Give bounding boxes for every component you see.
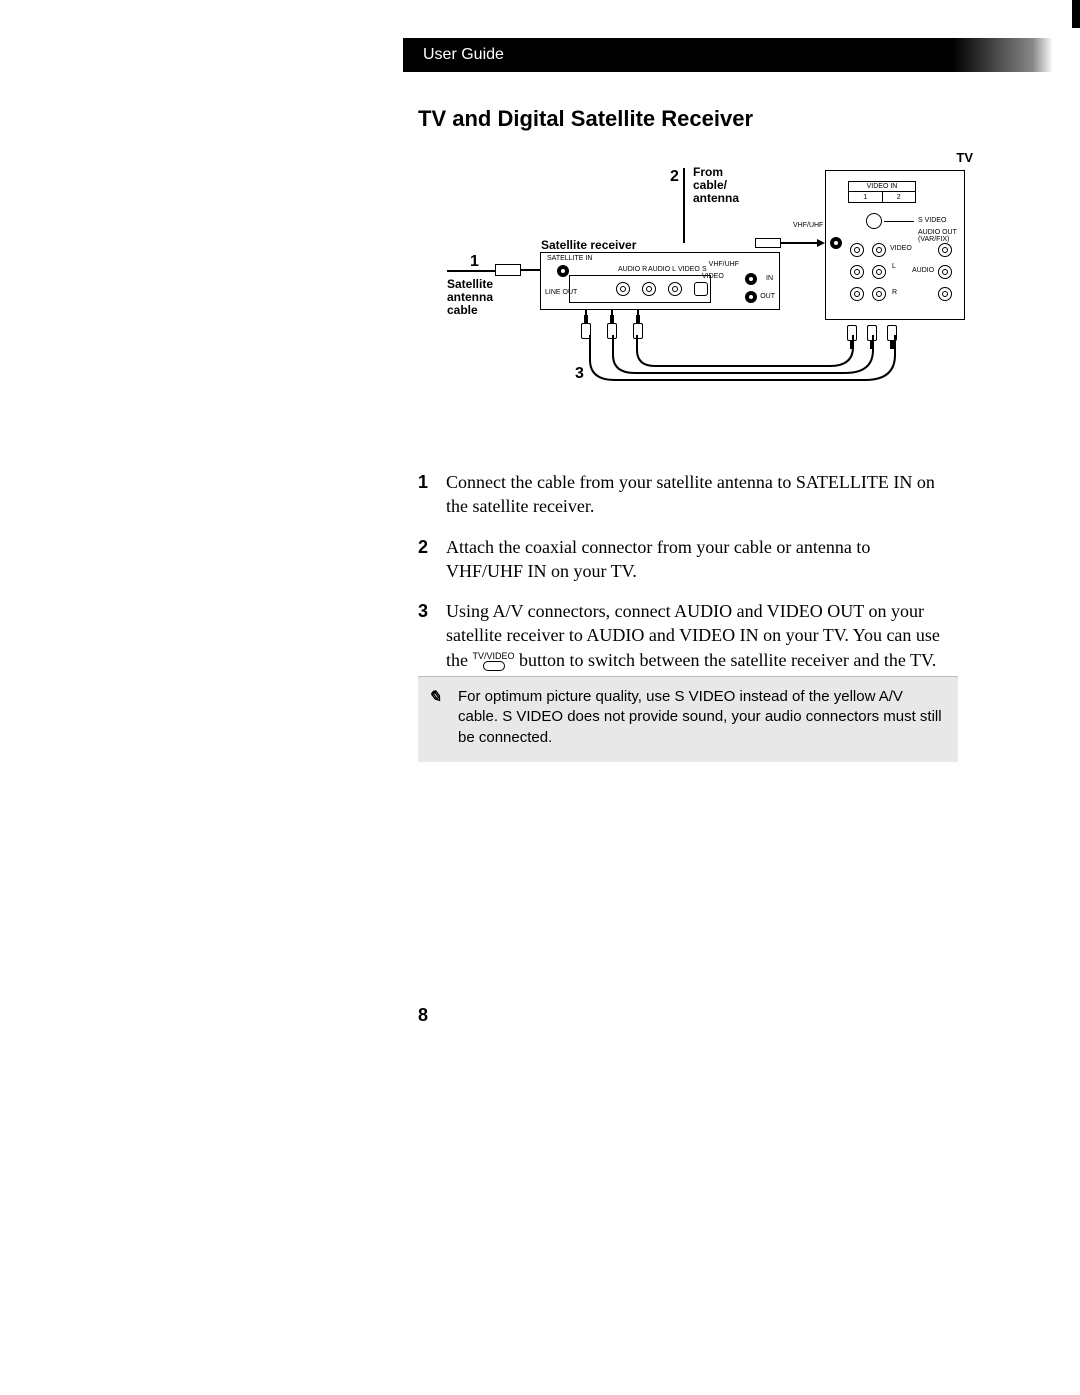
diagram-from-label: From cable/ antenna xyxy=(693,166,739,206)
note-icon: ✎ xyxy=(428,687,441,709)
rx-out-label: OUT xyxy=(760,293,775,300)
satellite-in-jack xyxy=(557,265,569,277)
rx-vhf-in-jack xyxy=(745,273,757,285)
step-text: Using A/V connectors, connect AUDIO and … xyxy=(446,599,948,672)
tv-video-button-icon: TV/VIDEO xyxy=(473,652,515,671)
tv-jack xyxy=(938,287,952,301)
coax-connector-icon xyxy=(755,238,781,248)
page-number: 8 xyxy=(418,1005,428,1026)
line-out-panel: AUDIO R AUDIO L VIDEO S VIDEO xyxy=(569,275,711,303)
sat-rx-label: Satellite receiver xyxy=(541,238,636,252)
scan-edge-mark xyxy=(1072,0,1080,28)
step-text: Attach the coaxial connector from your c… xyxy=(446,535,948,584)
sat-antenna-cable-label: Satellite antenna cable xyxy=(447,278,493,318)
connection-diagram: TV 2 From cable/ antenna VHF/UHF Satelli… xyxy=(435,150,975,410)
tv-l-label: L xyxy=(892,263,896,270)
tv-svideo-label: S VIDEO xyxy=(918,217,946,224)
tv-jack xyxy=(850,243,864,257)
tv-video-button-label: TV/VIDEO xyxy=(473,651,515,661)
tv-jack xyxy=(872,265,886,279)
satellite-in-label: SATELLITE IN xyxy=(547,255,592,262)
tv-svideo-jack xyxy=(866,213,882,229)
audio-r-label: AUDIO R xyxy=(618,266,647,273)
audio-l-jack xyxy=(642,282,656,296)
tv-vhf-uhf-label: VHF/UHF xyxy=(793,222,823,229)
cable-line xyxy=(637,310,639,316)
tv-jack xyxy=(872,243,886,257)
tv-video-label: VIDEO xyxy=(890,245,912,252)
tv-jack xyxy=(850,265,864,279)
cable-line xyxy=(585,310,587,316)
audio-l-label: AUDIO L xyxy=(648,266,676,273)
instruction-steps: 1 Connect the cable from your satellite … xyxy=(418,470,948,688)
step-3-text-b: button to switch between the satellite r… xyxy=(515,650,937,670)
tv-video-in-2: 2 xyxy=(883,192,916,203)
arrow-icon xyxy=(817,239,825,247)
video-jack xyxy=(668,282,682,296)
rx-vhf-out-jack xyxy=(745,291,757,303)
tv-video-in-1: 1 xyxy=(849,192,883,203)
svideo-label: S VIDEO xyxy=(702,266,724,280)
diagram-tv-label: TV xyxy=(956,150,973,165)
satellite-receiver-box: SATELLITE IN LINE OUT AUDIO R AUDIO L VI… xyxy=(540,252,780,310)
cable-line xyxy=(611,310,613,316)
step-text: Connect the cable from your satellite an… xyxy=(446,470,948,519)
header-fade xyxy=(953,38,1053,72)
tv-audio-out-label: AUDIO OUT (VAR/FIX) xyxy=(918,229,957,243)
note-box: ✎ For optimum picture quality, use S VID… xyxy=(418,676,958,762)
note-text: For optimum picture quality, use S VIDEO… xyxy=(458,688,942,746)
tv-jack xyxy=(850,287,864,301)
page: User Guide TV and Digital Satellite Rece… xyxy=(0,0,1080,1395)
header-label: User Guide xyxy=(423,46,504,63)
header-bar: User Guide xyxy=(403,38,1053,72)
tv-jack xyxy=(938,243,952,257)
tv-jack xyxy=(872,287,886,301)
page-title: TV and Digital Satellite Receiver xyxy=(418,106,753,132)
step-number: 2 xyxy=(418,535,446,584)
step-1: 1 Connect the cable from your satellite … xyxy=(418,470,948,519)
diagram-callout-2: 2 xyxy=(670,168,679,186)
step-2: 2 Attach the coaxial connector from your… xyxy=(418,535,948,584)
tv-r-label: R xyxy=(892,289,897,296)
svideo-jack xyxy=(694,282,708,296)
audio-r-jack xyxy=(616,282,630,296)
tv-video-in-box: VIDEO IN 1 2 xyxy=(848,181,916,203)
step-number: 3 xyxy=(418,599,446,672)
sat-cable-connector-icon xyxy=(495,264,521,276)
rx-vhf-uhf-label: VHF/UHF xyxy=(709,261,739,268)
video-label: VIDEO xyxy=(678,266,700,273)
step-number: 1 xyxy=(418,470,446,519)
callout-2-line xyxy=(683,168,685,243)
diagram-callout-3: 3 xyxy=(575,365,584,383)
tv-jack xyxy=(938,265,952,279)
tv-video-in-label: VIDEO IN xyxy=(849,182,915,192)
step-3: 3 Using A/V connectors, connect AUDIO an… xyxy=(418,599,948,672)
tv-audio-label: AUDIO xyxy=(912,267,934,274)
tv-back-panel: VIDEO IN 1 2 S VIDEO AUDIO OUT (VAR/FIX)… xyxy=(825,170,965,320)
av-cable-path xyxy=(585,335,905,385)
rx-in-label: IN xyxy=(766,275,773,282)
coax-to-tv-line xyxy=(781,242,819,244)
tv-svideo-line xyxy=(884,221,914,222)
diagram-callout-1: 1 xyxy=(470,253,479,271)
